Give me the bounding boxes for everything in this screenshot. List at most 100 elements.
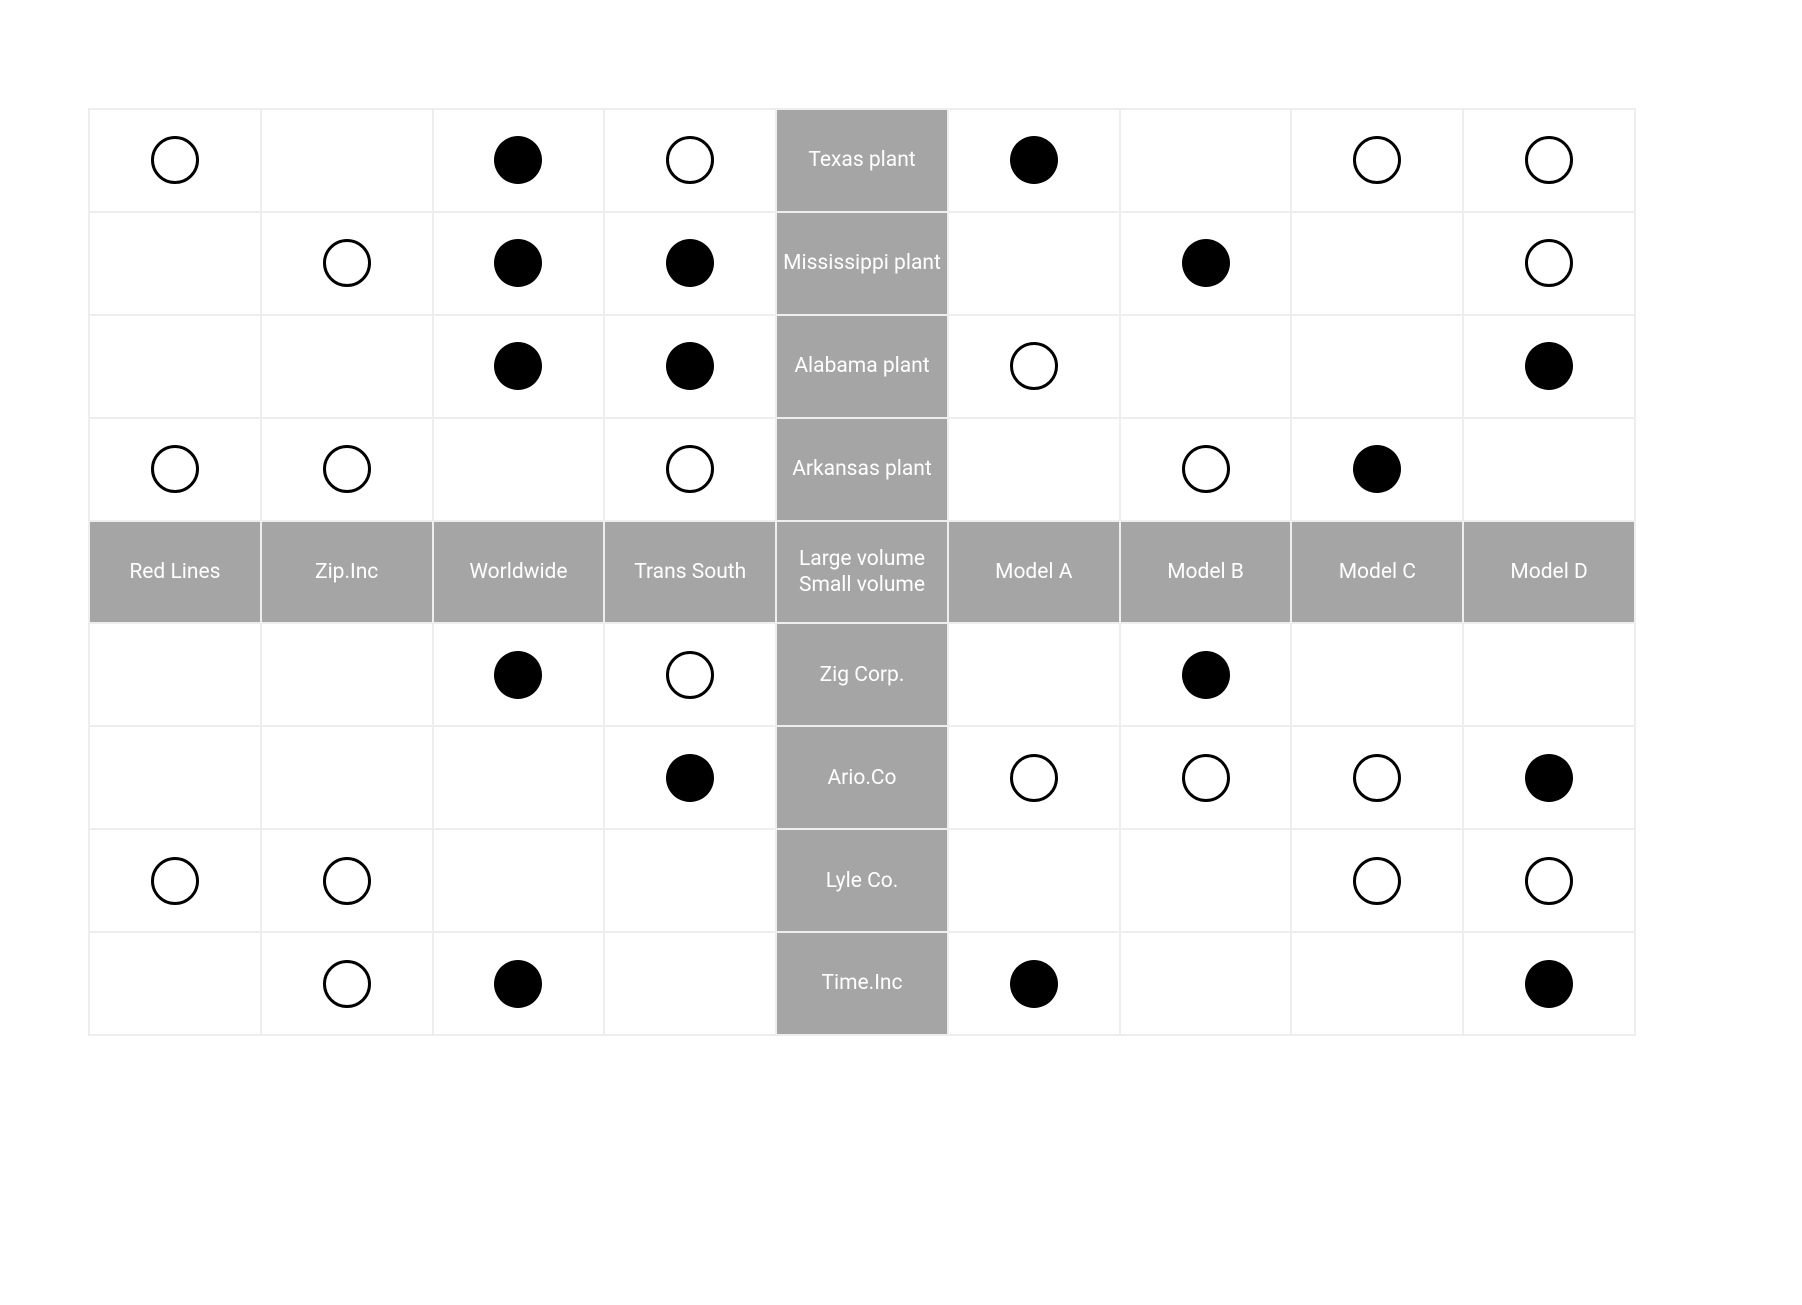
data-cell bbox=[433, 418, 605, 521]
header-label: Lyle Co. bbox=[826, 868, 899, 894]
data-cell bbox=[948, 315, 1120, 418]
header-label: Model B bbox=[1167, 559, 1244, 585]
header-label: Large volume Small volume bbox=[799, 546, 925, 599]
data-cell bbox=[1291, 109, 1463, 212]
open-circle-icon bbox=[1525, 857, 1573, 905]
data-cell bbox=[948, 212, 1120, 315]
data-cell bbox=[261, 829, 433, 932]
open-circle-icon bbox=[1353, 857, 1401, 905]
data-cell bbox=[261, 212, 433, 315]
filled-circle-icon bbox=[1525, 342, 1573, 390]
header-cell: Large volume Small volume bbox=[776, 521, 948, 624]
filled-circle-icon bbox=[494, 342, 542, 390]
data-cell bbox=[1463, 726, 1635, 829]
header-label: Zip.Inc bbox=[315, 559, 378, 585]
open-circle-icon bbox=[1353, 754, 1401, 802]
filled-circle-icon bbox=[1525, 960, 1573, 1008]
filled-circle-icon bbox=[494, 960, 542, 1008]
data-cell bbox=[89, 212, 261, 315]
header-cell: Zig Corp. bbox=[776, 623, 948, 726]
data-cell bbox=[604, 109, 776, 212]
header-cell: Lyle Co. bbox=[776, 829, 948, 932]
data-cell bbox=[948, 932, 1120, 1035]
data-cell bbox=[1291, 623, 1463, 726]
header-label: Zig Corp. bbox=[820, 662, 905, 688]
filled-circle-icon bbox=[494, 651, 542, 699]
data-cell bbox=[604, 932, 776, 1035]
open-circle-icon bbox=[323, 857, 371, 905]
data-cell bbox=[948, 418, 1120, 521]
data-cell bbox=[1120, 109, 1292, 212]
data-cell bbox=[1463, 212, 1635, 315]
data-cell bbox=[433, 829, 605, 932]
header-cell: Mississippi plant bbox=[776, 212, 948, 315]
open-circle-icon bbox=[1010, 754, 1058, 802]
data-cell bbox=[433, 315, 605, 418]
header-cell: Trans South bbox=[604, 521, 776, 624]
header-label: Arkansas plant bbox=[792, 456, 932, 482]
header-cell: Ario.Co bbox=[776, 726, 948, 829]
open-circle-icon bbox=[151, 857, 199, 905]
data-cell bbox=[433, 623, 605, 726]
data-cell bbox=[1120, 932, 1292, 1035]
header-cell: Model C bbox=[1291, 521, 1463, 624]
data-cell bbox=[261, 726, 433, 829]
data-cell bbox=[433, 109, 605, 212]
data-cell bbox=[604, 418, 776, 521]
data-cell bbox=[1463, 932, 1635, 1035]
header-cell: Red Lines bbox=[89, 521, 261, 624]
open-circle-icon bbox=[1525, 136, 1573, 184]
header-label: Mississippi plant bbox=[783, 250, 941, 276]
data-cell bbox=[89, 109, 261, 212]
data-cell bbox=[89, 932, 261, 1035]
data-cell bbox=[1120, 418, 1292, 521]
open-circle-icon bbox=[151, 445, 199, 493]
header-label: Trans South bbox=[634, 559, 746, 585]
data-cell bbox=[261, 315, 433, 418]
data-cell bbox=[1120, 315, 1292, 418]
filled-circle-icon bbox=[494, 136, 542, 184]
open-circle-icon bbox=[666, 651, 714, 699]
filled-circle-icon bbox=[1010, 960, 1058, 1008]
data-cell bbox=[1291, 212, 1463, 315]
data-cell bbox=[1291, 726, 1463, 829]
data-cell bbox=[604, 726, 776, 829]
filled-circle-icon bbox=[1182, 651, 1230, 699]
data-cell bbox=[1291, 829, 1463, 932]
data-cell bbox=[948, 726, 1120, 829]
header-cell: Worldwide bbox=[433, 521, 605, 624]
data-cell bbox=[1463, 109, 1635, 212]
data-cell bbox=[89, 726, 261, 829]
header-cell: Zip.Inc bbox=[261, 521, 433, 624]
open-circle-icon bbox=[323, 445, 371, 493]
data-cell bbox=[1120, 212, 1292, 315]
data-cell bbox=[261, 932, 433, 1035]
data-cell bbox=[433, 212, 605, 315]
data-cell bbox=[89, 623, 261, 726]
data-cell bbox=[433, 932, 605, 1035]
filled-circle-icon bbox=[666, 239, 714, 287]
data-cell bbox=[1120, 623, 1292, 726]
open-circle-icon bbox=[1525, 239, 1573, 287]
filled-circle-icon bbox=[1353, 445, 1401, 493]
open-circle-icon bbox=[323, 960, 371, 1008]
header-cell: Arkansas plant bbox=[776, 418, 948, 521]
header-cell: Model B bbox=[1120, 521, 1292, 624]
open-circle-icon bbox=[323, 239, 371, 287]
data-cell bbox=[948, 109, 1120, 212]
filled-circle-icon bbox=[1010, 136, 1058, 184]
data-cell bbox=[89, 418, 261, 521]
filled-circle-icon bbox=[494, 239, 542, 287]
data-cell bbox=[89, 315, 261, 418]
data-cell bbox=[1463, 315, 1635, 418]
data-cell bbox=[261, 623, 433, 726]
header-cell: Model D bbox=[1463, 521, 1635, 624]
header-label: Ario.Co bbox=[827, 765, 896, 791]
data-cell bbox=[89, 829, 261, 932]
canvas: Texas plantMississippi plantAlabama plan… bbox=[0, 0, 1802, 1305]
open-circle-icon bbox=[666, 445, 714, 493]
data-cell bbox=[1463, 418, 1635, 521]
filled-circle-icon bbox=[1525, 754, 1573, 802]
data-cell bbox=[261, 418, 433, 521]
filled-circle-icon bbox=[666, 342, 714, 390]
